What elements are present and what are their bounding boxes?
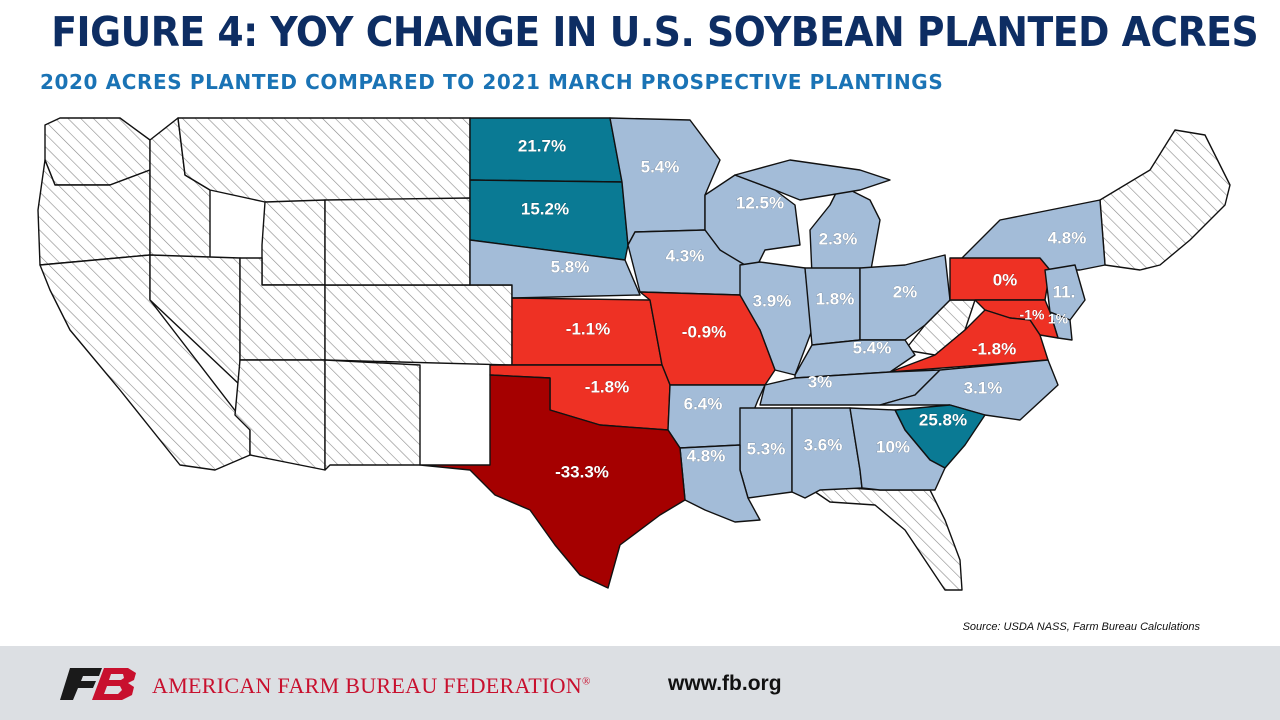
label-VA: -1.8% — [972, 339, 1016, 358]
footer-bar: AMERICAN FARM BUREAU FEDERATION® www.fb.… — [0, 646, 1280, 720]
state-WA — [44, 117, 151, 186]
label-SD: 15.2% — [521, 199, 569, 218]
state-CO — [324, 284, 513, 366]
state-GA — [849, 407, 946, 491]
label-DE: 1% — [1048, 311, 1069, 327]
label-NY: 4.8% — [1048, 228, 1087, 247]
data-states — [419, 117, 1106, 589]
state-labels: 21.7% 15.2% 5.4% 12.5% 2.3% 5.8% 4.3% 3.… — [518, 136, 1087, 482]
page-subtitle: 2020 ACRES PLANTED COMPARED TO 2021 MARC… — [40, 70, 944, 94]
label-MN: 5.4% — [641, 157, 680, 176]
label-MD: -1% — [1020, 307, 1045, 323]
state-WY — [261, 199, 326, 286]
website-link[interactable]: www.fb.org — [668, 672, 782, 695]
label-OK: -1.8% — [585, 377, 629, 396]
label-AL: 3.6% — [804, 435, 843, 454]
organization-name: AMERICAN FARM BUREAU FEDERATION® — [152, 673, 591, 698]
no-data-states — [37, 117, 1231, 591]
label-KS: -1.1% — [566, 319, 610, 338]
page-title: FIGURE 4: YOY CHANGE IN U.S. SOYBEAN PLA… — [51, 8, 1259, 56]
label-OH: 2% — [893, 282, 918, 301]
state-FL — [804, 484, 963, 591]
state-MT — [177, 117, 471, 211]
label-MO: -0.9% — [682, 322, 726, 341]
state-NJ — [1044, 264, 1086, 321]
label-KY: 5.4% — [853, 338, 892, 357]
label-GA: 10% — [876, 437, 910, 456]
fb-logo-icon — [60, 668, 136, 700]
state-SD — [469, 179, 629, 261]
label-IA: 4.3% — [666, 246, 705, 265]
label-ND: 21.7% — [518, 136, 566, 155]
state-MI-upper — [734, 159, 891, 201]
state-WY-NE — [324, 197, 471, 286]
label-NC: 3.1% — [964, 378, 1003, 397]
label-PA: 0% — [993, 270, 1018, 289]
label-AR: 6.4% — [684, 394, 723, 413]
label-MI: 2.3% — [819, 229, 858, 248]
state-NM — [324, 359, 421, 471]
state-MN — [609, 117, 721, 246]
label-NJ: 11. — [1053, 282, 1076, 301]
state-TX — [419, 374, 686, 589]
label-WI: 12.5% — [736, 193, 784, 212]
state-VA — [889, 309, 1049, 373]
label-IL: 3.9% — [753, 291, 792, 310]
label-SC: 25.8% — [919, 410, 967, 429]
label-TN: 3% — [808, 372, 833, 391]
source-note: Source: USDA NASS, Farm Bureau Calculati… — [962, 621, 1200, 633]
label-LA: 4.8% — [687, 446, 726, 465]
state-New-England — [1099, 129, 1231, 271]
us-soybean-map: 21.7% 15.2% 5.4% 12.5% 2.3% 5.8% 4.3% 3.… — [37, 117, 1231, 591]
state-LA — [679, 444, 761, 523]
label-TX: -33.3% — [555, 462, 609, 481]
label-IN: 1.8% — [816, 289, 855, 308]
label-NE: 5.8% — [551, 257, 590, 276]
label-MS: 5.3% — [747, 439, 786, 458]
